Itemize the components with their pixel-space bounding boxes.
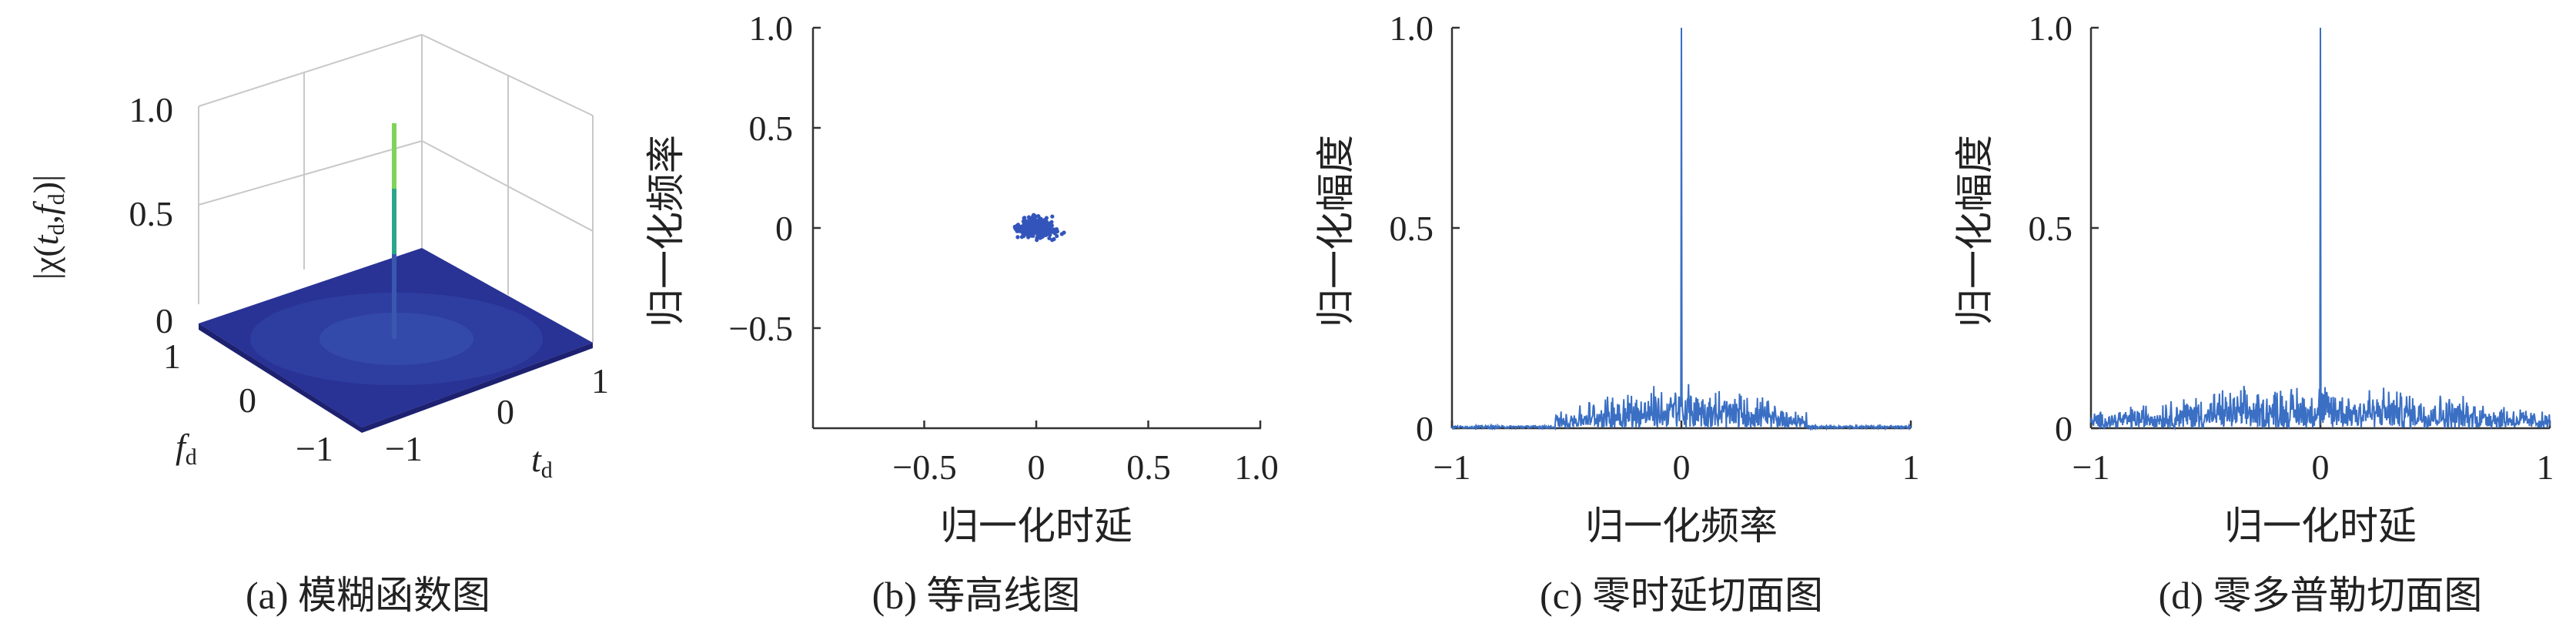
scatter-point bbox=[1025, 221, 1030, 226]
panel-a-box bbox=[198, 34, 594, 343]
scatter-point bbox=[1048, 233, 1052, 237]
scatter-point bbox=[1045, 223, 1049, 227]
panel-d-xtick-1: 1 bbox=[2537, 447, 2554, 487]
scatter-point bbox=[1030, 228, 1035, 233]
scatter-point bbox=[1050, 230, 1055, 234]
scatter-point bbox=[1031, 232, 1035, 236]
panel-b-points bbox=[1012, 213, 1066, 243]
panel-a: 1.0 0.5 0 |χ(td,fd)| 1 0 −1 fd −1 0 1 td… bbox=[26, 34, 609, 617]
panel-a-ytick-m1: −1 bbox=[296, 429, 333, 468]
panel-c-ytick-1: 1.0 bbox=[1390, 8, 1434, 48]
panel-c-series-line bbox=[1451, 27, 1912, 431]
scatter-point bbox=[1043, 219, 1048, 223]
scatter-point bbox=[1049, 221, 1053, 226]
panel-b-ytick-m05: −0.5 bbox=[729, 309, 793, 348]
panel-b-xlabel: 归一化时延 bbox=[940, 504, 1132, 548]
scatter-point bbox=[1050, 238, 1055, 243]
panel-a-ztick-1: 1.0 bbox=[129, 90, 174, 129]
scatter-point bbox=[1026, 227, 1031, 232]
panel-b-ytick-1: 1.0 bbox=[749, 8, 794, 48]
panel-a-xtick-m1: −1 bbox=[385, 429, 423, 468]
panel-d-ytick-1: 1.0 bbox=[2029, 8, 2073, 48]
scatter-point bbox=[1039, 233, 1044, 238]
scatter-point bbox=[1032, 213, 1037, 218]
panel-c-ytick-0: 0 bbox=[1416, 409, 1434, 448]
panel-c-xtick-1: 1 bbox=[1902, 447, 1920, 487]
panel-a-ztick-05: 0.5 bbox=[129, 194, 174, 233]
scatter-point bbox=[1030, 219, 1035, 224]
scatter-point bbox=[1059, 232, 1064, 236]
panel-b-caption: (b) 等高线图 bbox=[872, 574, 1081, 617]
panel-b-ylabel: 归一化频率 bbox=[644, 135, 687, 327]
panel-d-ylabel: 归一化幅度 bbox=[1953, 135, 1996, 327]
scatter-point bbox=[1036, 226, 1041, 230]
panel-a-xlabel: td bbox=[531, 440, 553, 483]
panel-c-caption: (c) 零时延切面图 bbox=[1540, 574, 1823, 617]
scatter-point bbox=[1022, 228, 1027, 233]
panel-d-ytick-0: 0 bbox=[2055, 409, 2073, 448]
scatter-point bbox=[1036, 214, 1041, 219]
panel-b-xtick-05: 0.5 bbox=[1126, 447, 1171, 487]
panel-b: 1.0 0.5 0 −0.5 −0.5 0 0.5 1.0 归一化频率 归一化时… bbox=[644, 8, 1279, 617]
scatter-point bbox=[1018, 226, 1022, 230]
panel-d-series-line bbox=[2090, 27, 2551, 431]
panel-a-xtick-1: 1 bbox=[591, 361, 609, 400]
panel-a-ylabel: fd bbox=[176, 427, 197, 470]
panel-a-zlabel: |χ(td,fd)| bbox=[26, 175, 69, 280]
panel-a-ytick-1: 1 bbox=[163, 337, 181, 376]
scatter-point bbox=[1017, 229, 1022, 233]
scatter-point bbox=[1044, 216, 1049, 220]
panel-c-ylabel: 归一化幅度 bbox=[1314, 135, 1357, 327]
panel-c-xtick-0: 0 bbox=[1673, 447, 1691, 487]
panel-c: 1.0 0.5 0 −1 0 1 归一化幅度 归一化频率 (c) 零时延切面图 bbox=[1314, 8, 1920, 617]
scatter-point bbox=[1035, 236, 1039, 240]
panel-d-xlabel: 归一化时延 bbox=[2224, 504, 2417, 548]
panel-d: 1.0 0.5 0 −1 0 1 归一化幅度 归一化时延 (d) 零多普勒切面图 bbox=[1953, 8, 2554, 617]
scatter-point bbox=[1015, 235, 1020, 240]
panel-d-xtick-0: 0 bbox=[2312, 447, 2330, 487]
scatter-point bbox=[1026, 215, 1031, 219]
panel-a-ztick-0: 0 bbox=[156, 301, 173, 340]
scatter-point bbox=[1055, 233, 1059, 239]
panel-d-caption: (d) 零多普勒切面图 bbox=[2159, 574, 2483, 617]
panel-d-xtick-m1: −1 bbox=[2073, 447, 2110, 487]
scatter-point bbox=[1035, 223, 1039, 227]
panel-c-xlabel: 归一化频率 bbox=[1585, 504, 1778, 548]
panel-a-caption: (a) 模糊函数图 bbox=[246, 574, 490, 617]
panel-c-ytick-05: 0.5 bbox=[1390, 209, 1434, 248]
panel-a-ytick-0: 0 bbox=[239, 380, 256, 420]
panel-b-xtick-0: 0 bbox=[1028, 447, 1045, 487]
scatter-point bbox=[1050, 214, 1055, 219]
scatter-point bbox=[1053, 230, 1058, 234]
scatter-point bbox=[1022, 233, 1026, 239]
panel-d-ytick-05: 0.5 bbox=[2029, 209, 2073, 248]
scatter-point bbox=[1047, 236, 1052, 240]
panel-b-ticks bbox=[813, 26, 1262, 428]
panel-c-xtick-m1: −1 bbox=[1434, 447, 1471, 487]
scatter-point bbox=[1044, 229, 1049, 233]
scatter-point bbox=[1013, 226, 1018, 231]
panel-b-ytick-05: 0.5 bbox=[749, 109, 794, 148]
panel-b-ytick-0: 0 bbox=[775, 209, 793, 248]
panel-b-xtick-m05: −0.5 bbox=[892, 447, 956, 487]
panel-a-xtick-0: 0 bbox=[497, 392, 514, 431]
panel-b-xtick-1: 1.0 bbox=[1234, 447, 1279, 487]
